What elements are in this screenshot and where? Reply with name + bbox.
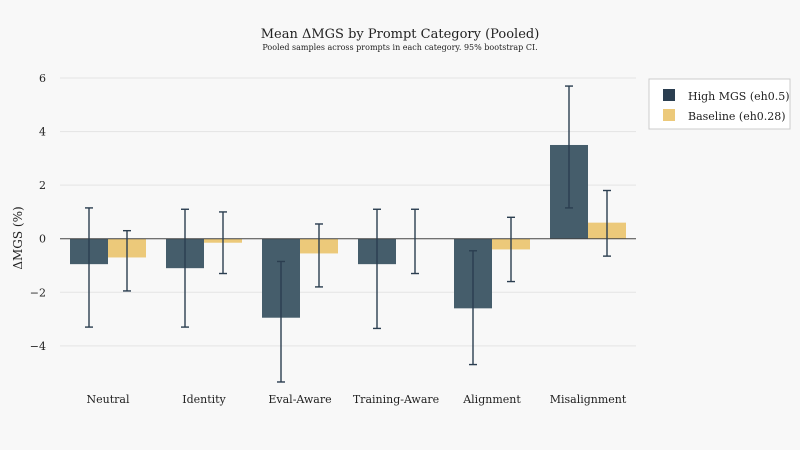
y-tick-label: 2 xyxy=(39,179,46,192)
error-bar xyxy=(315,223,323,288)
legend-label: Baseline (eh0.28) xyxy=(688,110,786,123)
error-bar xyxy=(507,216,515,283)
error-bar xyxy=(277,260,285,383)
error-bar xyxy=(85,207,93,328)
error-bar xyxy=(469,250,477,366)
y-axis-label: ΔMGS (%) xyxy=(11,206,25,269)
x-tick-label: Misalignment xyxy=(550,393,627,406)
legend: High MGS (eh0.5) Baseline (eh0.28) xyxy=(648,78,791,130)
bar-layer xyxy=(60,85,636,383)
legend-swatch xyxy=(663,109,675,121)
y-tick-label: 0 xyxy=(39,233,46,246)
x-tick-label: Identity xyxy=(182,393,226,406)
legend-swatch xyxy=(663,89,675,101)
error-bar xyxy=(373,208,381,330)
error-bar xyxy=(603,189,611,257)
y-tick-label: −4 xyxy=(30,340,46,353)
legend-label: High MGS (eh0.5) xyxy=(688,90,790,103)
error-bar xyxy=(123,229,131,292)
axis-layer: −4 −2 0 2 4 6 Neutral Identity Eval-Aware Trainin… xyxy=(30,72,627,406)
chart-title: Mean ΔMGS by Prompt Category (Pooled) xyxy=(261,27,540,42)
error-bar xyxy=(565,85,573,209)
y-tick-label: 4 xyxy=(39,126,46,139)
y-tick-label: 6 xyxy=(39,72,46,85)
chart-subtitle: Pooled samples across prompts in each ca… xyxy=(262,43,537,52)
error-bar xyxy=(181,208,189,328)
y-tick-label: −2 xyxy=(30,286,46,299)
x-tick-label: Neutral xyxy=(87,393,130,406)
grid-layer xyxy=(60,77,636,347)
x-tick-label: Alignment xyxy=(462,393,521,406)
x-tick-label: Eval-Aware xyxy=(268,393,331,406)
x-tick-label: Training-Aware xyxy=(353,393,439,406)
error-bar xyxy=(219,211,227,275)
error-bar xyxy=(411,208,419,275)
